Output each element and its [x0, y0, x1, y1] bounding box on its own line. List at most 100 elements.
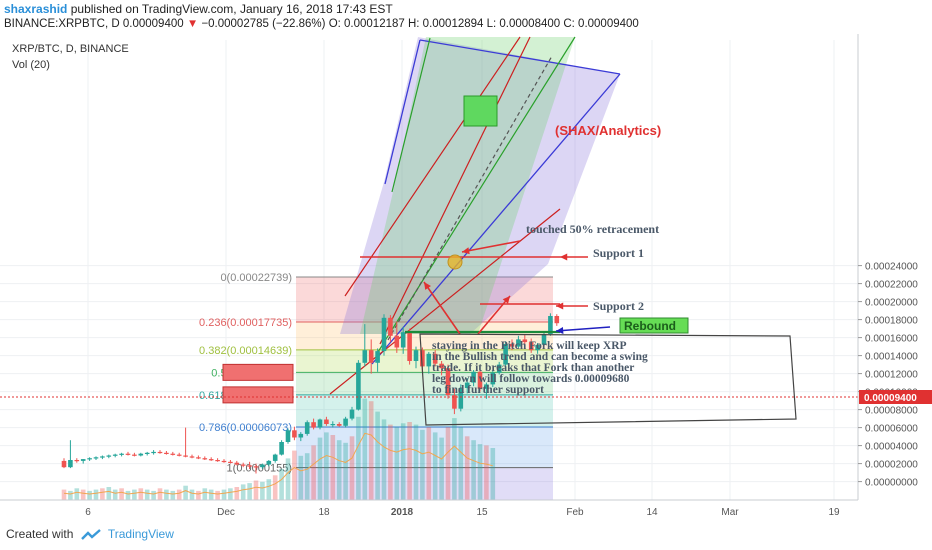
volume-bar: [75, 488, 80, 500]
candle-body: [292, 430, 297, 437]
candle-body: [363, 350, 368, 363]
volume-bar: [158, 488, 163, 500]
volume-bar: [350, 436, 355, 500]
volume-bar: [113, 490, 118, 500]
candle-body: [75, 460, 80, 461]
volume-bar: [171, 491, 176, 500]
candle-body: [267, 461, 272, 465]
candle-body: [305, 422, 310, 434]
volume-bar: [388, 425, 393, 500]
author-name[interactable]: shaxrashid: [4, 2, 67, 16]
price-chart[interactable]: 0(0.00022739)0.236(0.00017735)0.382(0.00…: [0, 34, 932, 524]
candle-body: [119, 454, 124, 455]
change-value: −0.00002785 (−22.86%): [201, 18, 325, 30]
volume-bar: [100, 488, 105, 500]
candle-body: [350, 410, 355, 419]
support-1-label: Support 1: [593, 246, 644, 260]
x-tick-label: 15: [476, 507, 488, 518]
y-tick-label: 0.00000000: [865, 478, 918, 489]
volume-bar: [209, 490, 214, 500]
x-tick-label: 2018: [391, 507, 414, 518]
candle-body: [151, 452, 156, 453]
volume-bar: [177, 490, 182, 500]
volume-bar: [145, 490, 150, 500]
candle-body: [318, 420, 323, 428]
volume-bar: [433, 432, 438, 500]
candle-body: [171, 454, 176, 455]
change-down-icon: ▼: [187, 18, 198, 30]
y-tick-label: 0.00006000: [865, 424, 918, 435]
candle-body: [235, 463, 240, 465]
y-tick-label: 0.00004000: [865, 442, 918, 453]
x-tick-label: Feb: [566, 507, 584, 518]
volume-bar: [260, 482, 265, 500]
candle-body: [68, 460, 73, 467]
volume-bar: [324, 432, 329, 500]
candle-body: [427, 354, 432, 367]
volume-bar: [305, 453, 310, 500]
volume-bar: [254, 481, 259, 501]
candle-body: [228, 462, 233, 463]
candle-body: [247, 465, 252, 466]
x-tick-label: 14: [646, 507, 658, 518]
publish-text: published on TradingView.com, January 16…: [71, 2, 393, 16]
volume-bar: [459, 427, 464, 500]
x-tick-label: 18: [318, 507, 330, 518]
rebound-label: Rebound: [624, 319, 676, 333]
volume-bar: [241, 484, 246, 500]
volume-bar: [203, 488, 208, 500]
volume-bar: [183, 486, 188, 500]
candle-body: [62, 461, 67, 467]
volume-bar: [222, 490, 227, 500]
pane-title: XRP/BTC, D, BINANCE: [12, 43, 129, 55]
candle-body: [375, 351, 380, 363]
candle-body: [100, 456, 105, 457]
candle-body: [555, 316, 560, 323]
volume-bar: [401, 423, 406, 500]
volume-bar: [369, 401, 374, 500]
candle-body: [273, 455, 278, 461]
candle-body: [203, 458, 208, 459]
candle-body: [331, 424, 336, 425]
candle-body: [196, 457, 201, 458]
candle-body: [395, 336, 400, 348]
ohlc-values: O: 0.00012187 H: 0.00012894 L: 0.0000840…: [329, 18, 639, 30]
candle-body: [94, 457, 99, 458]
candle-body: [132, 455, 137, 456]
candle-body: [324, 420, 329, 425]
volume-bar: [465, 436, 470, 500]
y-tick-label: 0.00002000: [865, 460, 918, 471]
candle-body: [356, 363, 361, 410]
volume-bar: [471, 440, 476, 500]
candle-body: [164, 453, 169, 454]
candle-body: [215, 460, 220, 461]
tradingview-brand[interactable]: TradingView: [108, 527, 174, 541]
volume-bar: [62, 490, 67, 500]
volume-bar: [491, 448, 496, 500]
volume-bar: [132, 490, 137, 500]
y-tick-label: 0.00024000: [865, 262, 918, 273]
candle-body: [139, 454, 144, 456]
candle-body: [388, 318, 393, 336]
volume-bar: [356, 417, 361, 500]
candle-body: [190, 456, 195, 457]
candle-body: [87, 458, 92, 459]
tradingview-logo-icon: [81, 529, 101, 541]
support-2-label: Support 2: [593, 299, 644, 313]
volume-bar: [375, 412, 380, 500]
volume-bar: [273, 475, 278, 500]
volume-bar: [279, 469, 284, 500]
candle-body: [113, 455, 118, 456]
fib-label: 0.382(0.00014639): [199, 345, 292, 357]
candle-body: [337, 424, 342, 426]
volume-bar: [414, 425, 419, 500]
candle-body: [126, 454, 131, 455]
volume-bar: [292, 451, 297, 500]
candle-body: [260, 465, 265, 468]
fork-target-box: [464, 96, 497, 126]
footer: Created with TradingView: [6, 527, 174, 541]
symbol-label: BINANCE:XRPBTC, D: [4, 18, 120, 30]
note-line: to find further support: [432, 384, 544, 396]
volume-bar: [151, 491, 156, 500]
volume-bar: [107, 487, 112, 500]
